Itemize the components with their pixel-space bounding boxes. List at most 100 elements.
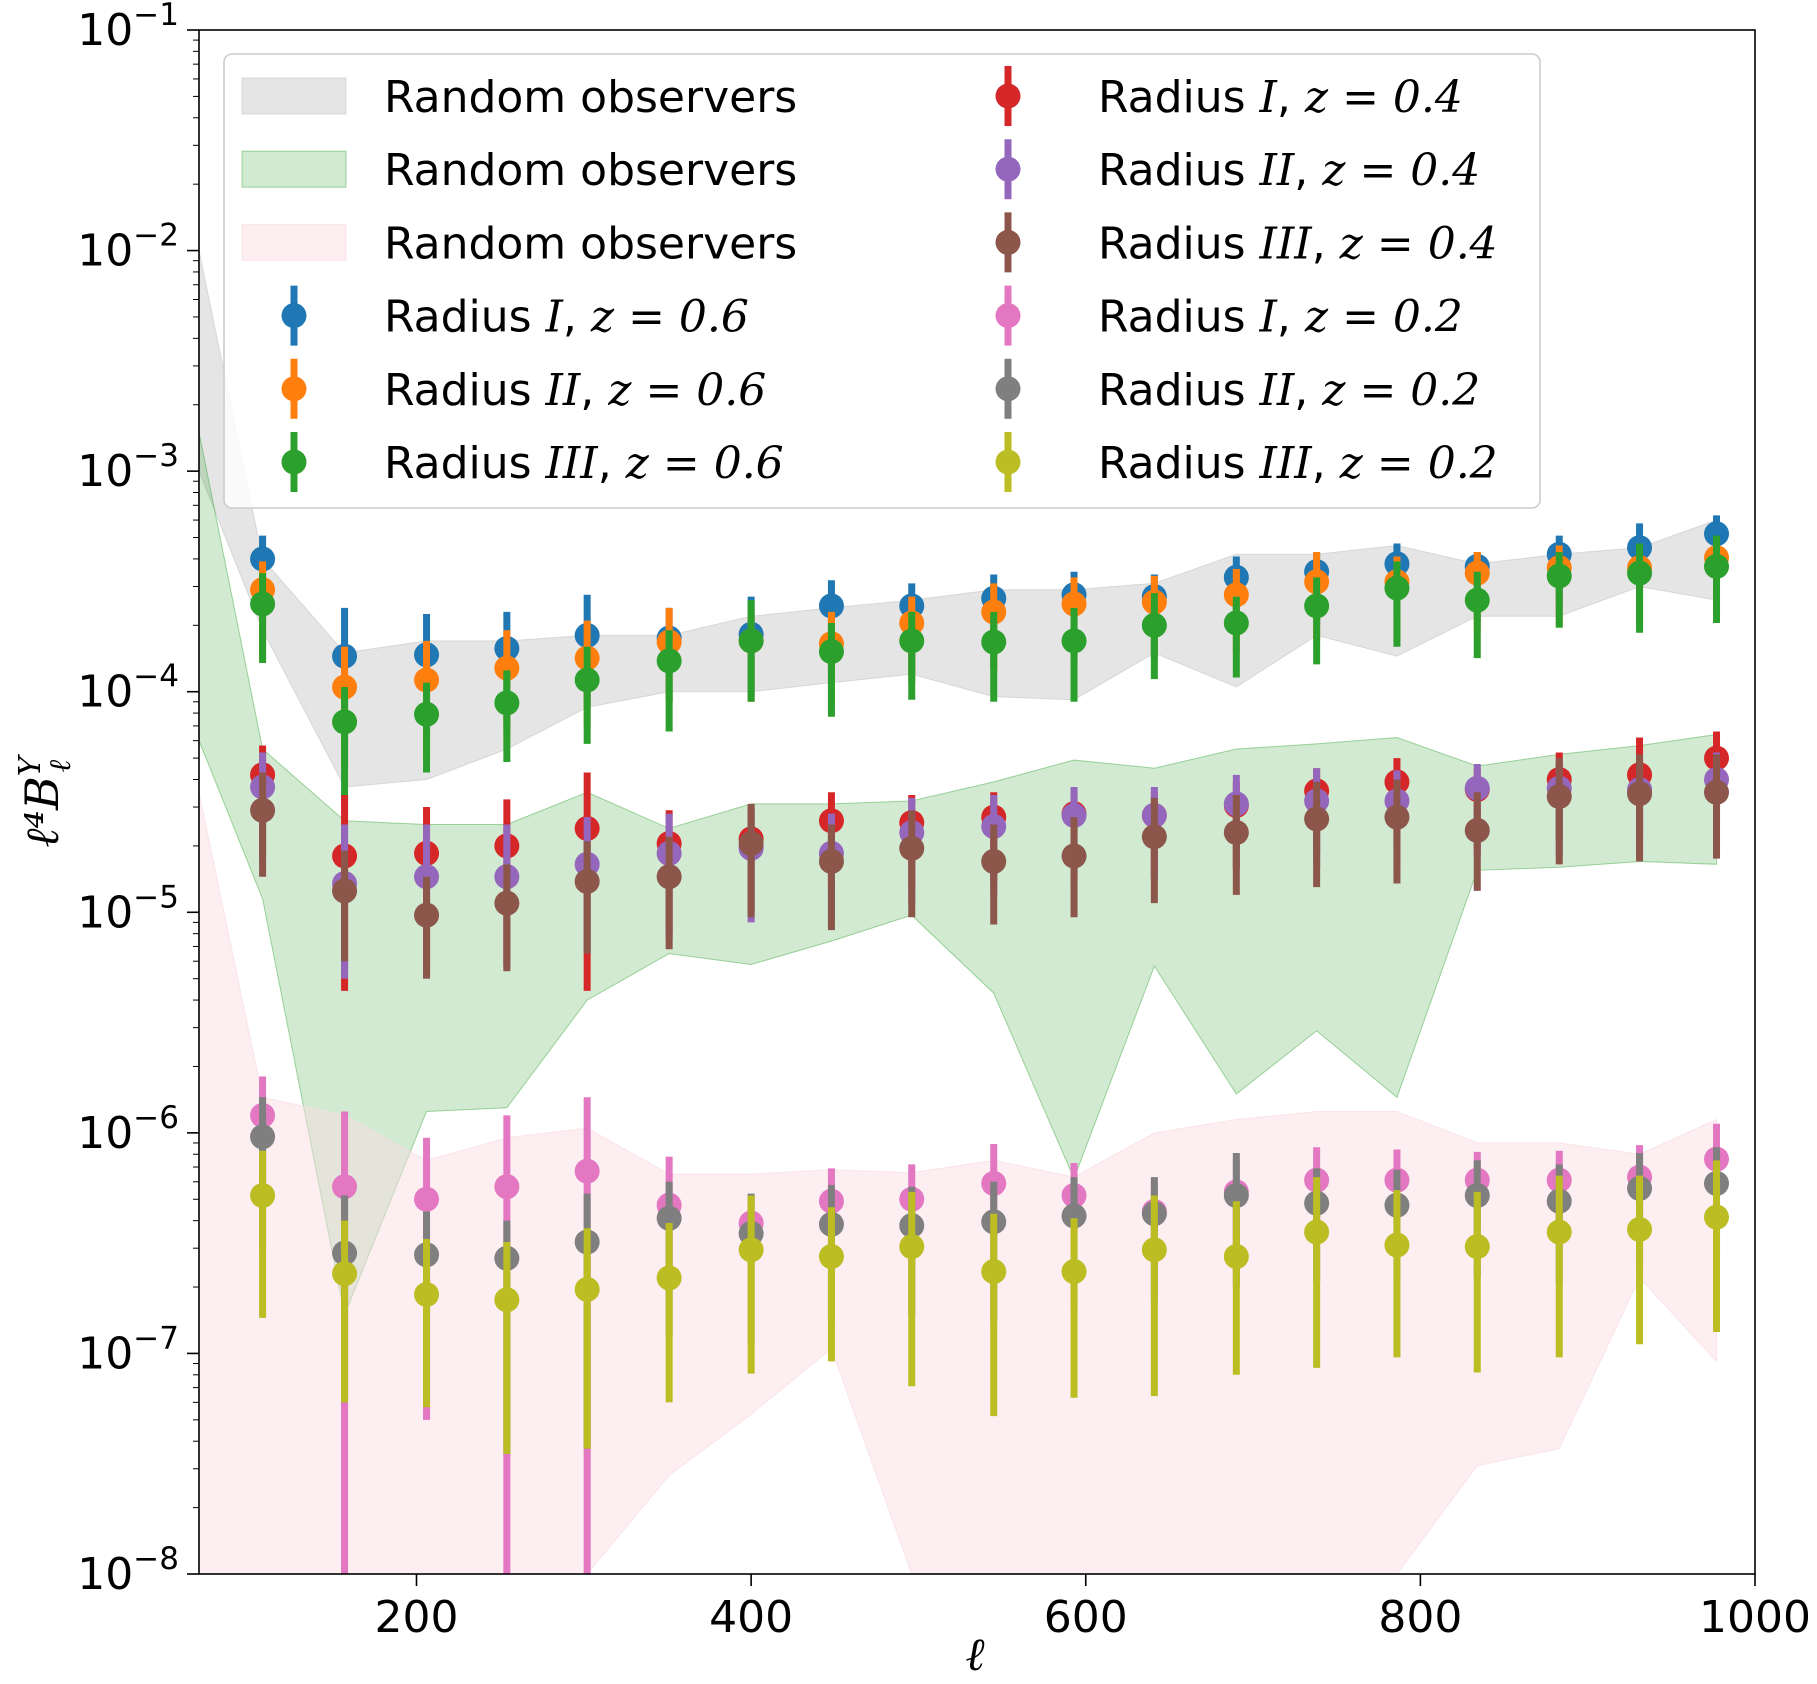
data-point <box>574 1276 600 1302</box>
data-point <box>1304 1219 1330 1245</box>
x-tick-label: 600 <box>1044 1592 1128 1643</box>
legend-item: Radius II, z = 0.4 <box>995 139 1480 200</box>
data-point <box>1061 1203 1087 1229</box>
y-tick-label: 10−3 <box>77 438 179 497</box>
x-tick-label: 800 <box>1378 1592 1462 1643</box>
data-point <box>738 1237 764 1263</box>
data-point <box>1627 781 1653 807</box>
data-point <box>899 628 925 654</box>
y-tick-label: 10−6 <box>77 1100 179 1159</box>
data-point <box>494 690 520 716</box>
y-axis-label: ℓ⁴BYℓ <box>13 753 78 847</box>
legend-marker <box>995 156 1021 182</box>
data-point <box>1061 802 1087 828</box>
y-tick-label: 10−8 <box>77 1541 179 1600</box>
data-point <box>332 1261 358 1287</box>
data-point <box>250 1182 276 1208</box>
data-point <box>981 1259 1007 1285</box>
legend-marker <box>281 376 307 402</box>
x-tick-label: 400 <box>709 1592 793 1643</box>
legend-swatch <box>241 223 347 261</box>
legend-item: Radius III, z = 0.4 <box>995 212 1498 273</box>
legend-label: Radius I, z = 0.2 <box>1098 292 1463 343</box>
legend-label: Radius III, z = 0.6 <box>384 438 784 489</box>
legend: Random observers Random observers Random o… <box>223 53 1541 509</box>
data-point <box>656 864 682 890</box>
data-point <box>1061 843 1087 869</box>
data-point <box>899 835 925 861</box>
data-point <box>1704 521 1730 547</box>
legend-item: Random observers <box>241 72 797 123</box>
data-point <box>1384 804 1410 830</box>
data-point <box>250 591 276 617</box>
data-point <box>738 628 764 654</box>
data-point <box>1464 587 1490 613</box>
legend-label: Random observers <box>384 145 797 196</box>
legend-item: Random observers <box>241 218 797 269</box>
data-point <box>1141 824 1167 850</box>
y-tick-label: 10−7 <box>77 1320 179 1379</box>
series-6 <box>250 754 1730 979</box>
data-point <box>414 902 440 928</box>
data-point <box>332 1174 358 1200</box>
data-point <box>1141 612 1167 638</box>
data-point <box>818 1244 844 1270</box>
data-point <box>574 1158 600 1184</box>
data-point <box>494 890 520 916</box>
x-axis-label: ℓ <box>965 1627 985 1681</box>
data-point <box>1464 817 1490 843</box>
legend-item: Radius II, z = 0.6 <box>281 358 766 419</box>
data-point <box>1546 1219 1572 1245</box>
legend-label: Radius I, z = 0.4 <box>1098 72 1463 123</box>
x-tick-label: 200 <box>375 1592 459 1643</box>
legend-swatch <box>241 77 347 115</box>
data-point <box>1384 575 1410 601</box>
legend-label: Radius II, z = 0.2 <box>1098 365 1480 416</box>
legend-item: Radius I, z = 0.4 <box>995 66 1463 126</box>
data-point <box>1546 783 1572 809</box>
data-point <box>574 667 600 693</box>
data-point <box>981 848 1007 874</box>
data-point <box>574 868 600 894</box>
legend-item: Radius II, z = 0.2 <box>995 358 1480 419</box>
y-axis-label-sub: ℓ <box>43 759 78 772</box>
data-point <box>656 1205 682 1231</box>
data-point <box>494 1174 520 1200</box>
data-point <box>1304 593 1330 619</box>
legend-label: Radius III, z = 0.2 <box>1098 438 1498 489</box>
legend-marker <box>995 83 1021 109</box>
data-point <box>1627 1216 1653 1242</box>
data-point <box>414 1281 440 1307</box>
data-point <box>414 667 440 693</box>
y-tick-label: 10−2 <box>77 218 179 277</box>
data-point <box>738 831 764 857</box>
axes-layer: 200 400 600 800 1000 10−8 10−7 10−6 10−5 10−4 10−3… <box>77 0 1811 1643</box>
data-point <box>414 701 440 727</box>
y-tick-label: 10−4 <box>77 659 179 718</box>
data-point <box>1061 1259 1087 1285</box>
data-point <box>494 655 520 681</box>
data-point <box>1304 806 1330 832</box>
series-9 <box>250 1150 1730 1454</box>
data-point <box>818 639 844 665</box>
data-point <box>1464 1234 1490 1260</box>
y-axis-label-sup: Y <box>13 753 48 776</box>
data-point <box>1223 610 1249 636</box>
y-tick-label: 10−1 <box>77 0 179 56</box>
data-point <box>656 648 682 674</box>
legend-marker <box>995 303 1021 329</box>
svg-text:ℓ⁴BYℓ: ℓ⁴BYℓ <box>13 753 78 847</box>
legend-marker <box>995 376 1021 402</box>
band-random-observers-2 <box>199 432 1717 1317</box>
legend-marker <box>281 449 307 475</box>
legend-item: Radius I, z = 0.6 <box>281 285 749 346</box>
data-point <box>1464 775 1490 801</box>
data-point <box>1223 1244 1249 1270</box>
y-tick-label: 10−5 <box>77 879 179 938</box>
legend-swatch <box>241 150 347 188</box>
x-tick-label: 1000 <box>1699 1592 1811 1643</box>
data-point <box>1223 1182 1249 1208</box>
data-point <box>818 848 844 874</box>
data-point <box>1223 819 1249 845</box>
